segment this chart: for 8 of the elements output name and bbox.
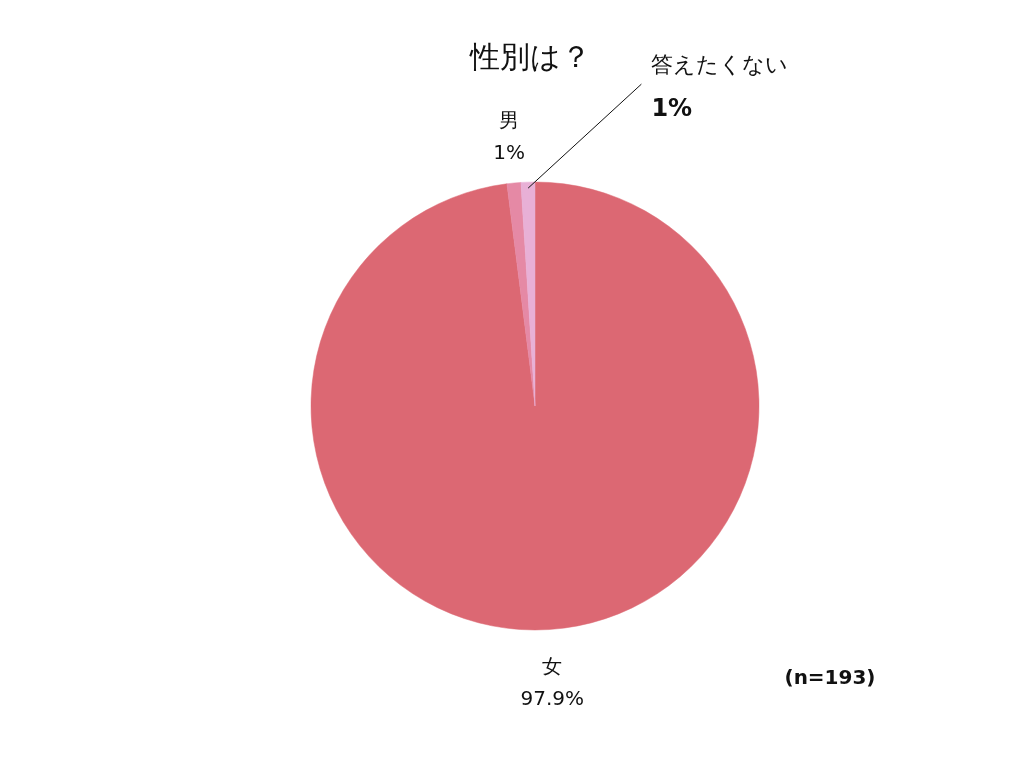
data-label: 1% [493, 140, 526, 165]
slice-label: 女 [542, 654, 563, 679]
text: (n=193) [784, 665, 876, 689]
data-label: 97.9% [520, 686, 584, 711]
slice-label: 男 [499, 108, 520, 133]
slice-label: 答えたくない [651, 52, 789, 78]
data-label: 1% [651, 94, 693, 123]
chart-title: 性別は？ [468, 39, 591, 74]
